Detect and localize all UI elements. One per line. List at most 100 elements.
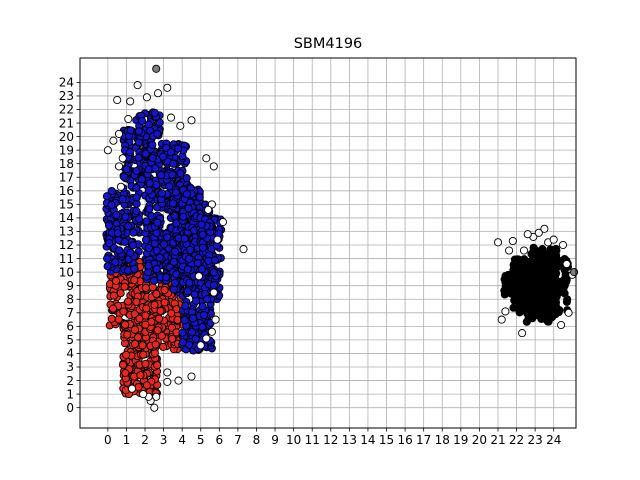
cluster-black-point bbox=[560, 274, 569, 284]
cluster-blue-point bbox=[137, 175, 146, 184]
outliers-point bbox=[497, 315, 506, 324]
cluster-blue-point bbox=[192, 296, 201, 306]
x-tick-label: 7 bbox=[234, 433, 242, 447]
y-tick-label: 14 bbox=[59, 211, 74, 225]
y-tick-label: 12 bbox=[59, 238, 74, 252]
cluster-black-point bbox=[510, 296, 519, 305]
cluster-red-point bbox=[119, 307, 128, 316]
cluster-black-point bbox=[529, 259, 538, 268]
cluster-black-point bbox=[547, 251, 556, 260]
cluster-blue-point bbox=[119, 172, 128, 181]
cluster-blue-point bbox=[191, 334, 200, 343]
outliers-point bbox=[126, 97, 135, 106]
cluster-red-point bbox=[141, 311, 150, 320]
outliers-point bbox=[557, 320, 566, 330]
chart-title: SBM4196 bbox=[294, 36, 363, 52]
outliers-point bbox=[518, 329, 527, 338]
plot-frame bbox=[79, 57, 577, 429]
cluster-black-point bbox=[526, 275, 535, 284]
y-tick-label: 20 bbox=[59, 130, 74, 144]
outliers-point bbox=[153, 89, 163, 98]
cluster-blue-point bbox=[197, 265, 206, 274]
outliers-point bbox=[211, 315, 220, 324]
cluster-blue-point bbox=[197, 220, 206, 229]
cluster-blue-point bbox=[180, 316, 189, 325]
cluster-blue-point bbox=[182, 190, 191, 199]
cluster-blue-point bbox=[132, 166, 141, 176]
cluster-blue-point bbox=[165, 182, 174, 191]
cluster-red-point bbox=[121, 368, 130, 378]
cluster-black-point bbox=[539, 270, 548, 279]
outliers-point bbox=[501, 307, 510, 316]
cluster-blue-point bbox=[121, 212, 130, 221]
cluster-red-point bbox=[130, 325, 139, 334]
cluster-blue-point bbox=[190, 290, 199, 299]
x-tick-label: 3 bbox=[160, 433, 168, 447]
cluster-red-point bbox=[134, 383, 143, 392]
x-tick-label: 15 bbox=[379, 433, 394, 447]
cluster-blue-point bbox=[125, 148, 135, 157]
cluster-blue-point bbox=[168, 170, 177, 179]
x-tick-label: 10 bbox=[286, 433, 301, 447]
x-tick-label: 4 bbox=[178, 433, 186, 447]
outliers-point bbox=[163, 368, 172, 377]
cluster-blue-point bbox=[129, 228, 138, 237]
cluster-blue-point bbox=[153, 129, 162, 138]
cluster-black-point bbox=[530, 244, 539, 253]
outliers-point bbox=[174, 376, 183, 385]
cluster-black-point bbox=[503, 278, 513, 288]
series-cluster-blue bbox=[102, 108, 226, 355]
cluster-black-point bbox=[552, 269, 561, 278]
cluster-black-point bbox=[546, 313, 555, 323]
cluster-blue-point bbox=[169, 159, 178, 168]
outliers-point bbox=[114, 162, 124, 171]
cluster-red-point bbox=[111, 276, 121, 285]
data-points bbox=[102, 64, 579, 412]
cluster-red-point bbox=[167, 309, 176, 318]
x-tick-label: 8 bbox=[253, 433, 261, 447]
cluster-black-point bbox=[544, 280, 553, 290]
gray-outlier-point bbox=[152, 64, 161, 73]
x-tick-label: 1 bbox=[123, 433, 131, 447]
cluster-blue-point bbox=[152, 246, 161, 255]
cluster-blue-point bbox=[155, 253, 164, 262]
outliers-point bbox=[163, 377, 172, 386]
cluster-red-point bbox=[136, 371, 145, 380]
cluster-blue-point bbox=[195, 193, 204, 202]
cluster-black-point bbox=[544, 298, 553, 308]
cluster-blue-point bbox=[176, 169, 185, 178]
cluster-blue-point bbox=[199, 311, 209, 320]
y-tick-label: 3 bbox=[66, 360, 74, 374]
cluster-red-point bbox=[155, 314, 164, 323]
outliers-point bbox=[209, 288, 218, 297]
cluster-blue-point bbox=[134, 153, 143, 162]
outliers-point bbox=[187, 372, 196, 381]
axis-ticks: 0 1 2 3 4 5 6 7 8 9 10 11 12 13 14 15 16 17 18 19 20 21 22 23 24… bbox=[59, 76, 562, 447]
cluster-red-point bbox=[138, 341, 147, 350]
outliers-point bbox=[109, 136, 118, 145]
outliers-point bbox=[213, 235, 222, 244]
cluster-blue-point bbox=[144, 165, 153, 174]
cluster-blue-point bbox=[124, 222, 133, 231]
y-tick-label: 13 bbox=[59, 225, 74, 239]
cluster-black-point bbox=[523, 283, 532, 292]
cluster-blue-point bbox=[169, 285, 178, 294]
y-tick-label: 24 bbox=[59, 76, 74, 90]
outliers-point bbox=[187, 116, 196, 125]
cluster-red-point bbox=[153, 361, 162, 370]
cluster-blue-point bbox=[129, 241, 138, 250]
cluster-blue-point bbox=[144, 261, 153, 270]
outliers-point bbox=[564, 308, 573, 317]
cluster-blue-point bbox=[170, 211, 179, 220]
cluster-blue-point bbox=[141, 235, 151, 244]
outliers-point bbox=[142, 93, 151, 102]
cluster-blue-point bbox=[162, 273, 171, 282]
y-tick-label: 19 bbox=[59, 143, 74, 157]
x-tick-label: 22 bbox=[509, 433, 524, 447]
x-tick-label: 0 bbox=[104, 433, 112, 447]
x-tick-label: 23 bbox=[527, 433, 542, 447]
cluster-red-point bbox=[123, 330, 132, 339]
cluster-blue-point bbox=[166, 148, 175, 157]
cluster-red-point bbox=[130, 276, 139, 285]
cluster-blue-point bbox=[103, 254, 112, 263]
